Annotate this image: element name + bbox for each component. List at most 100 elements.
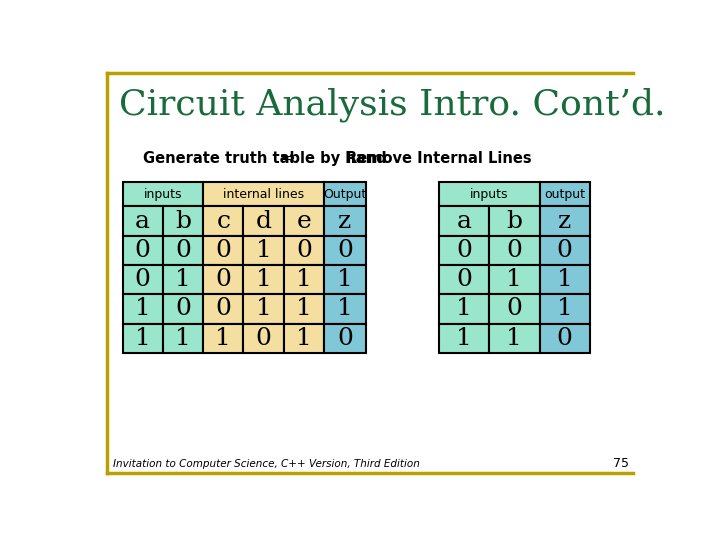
FancyBboxPatch shape <box>539 206 590 236</box>
FancyBboxPatch shape <box>203 265 243 294</box>
FancyBboxPatch shape <box>438 265 489 294</box>
Text: 1: 1 <box>506 268 522 291</box>
FancyBboxPatch shape <box>324 206 366 236</box>
Text: 1: 1 <box>256 298 271 320</box>
Text: 0: 0 <box>456 239 472 262</box>
FancyBboxPatch shape <box>243 323 284 353</box>
Text: 0: 0 <box>256 327 271 350</box>
Text: internal lines: internal lines <box>223 188 304 201</box>
FancyBboxPatch shape <box>203 182 324 206</box>
Text: b: b <box>506 210 522 233</box>
Text: 0: 0 <box>506 239 522 262</box>
FancyBboxPatch shape <box>203 294 243 323</box>
FancyBboxPatch shape <box>163 265 203 294</box>
FancyBboxPatch shape <box>539 236 590 265</box>
FancyBboxPatch shape <box>203 236 243 265</box>
FancyBboxPatch shape <box>243 265 284 294</box>
Text: 0: 0 <box>215 298 231 320</box>
FancyBboxPatch shape <box>438 236 489 265</box>
FancyBboxPatch shape <box>284 294 324 323</box>
FancyBboxPatch shape <box>489 206 539 236</box>
Text: 1: 1 <box>215 327 231 350</box>
Text: ⇒: ⇒ <box>280 150 295 168</box>
Text: Circuit Analysis Intro. Cont’d.: Circuit Analysis Intro. Cont’d. <box>119 87 665 122</box>
Text: 1: 1 <box>296 298 312 320</box>
FancyBboxPatch shape <box>324 236 366 265</box>
Text: Output: Output <box>323 188 366 201</box>
FancyBboxPatch shape <box>122 323 163 353</box>
FancyBboxPatch shape <box>539 182 590 206</box>
FancyBboxPatch shape <box>539 323 590 353</box>
Text: 1: 1 <box>135 298 150 320</box>
Text: 0: 0 <box>175 239 191 262</box>
FancyBboxPatch shape <box>203 323 243 353</box>
FancyBboxPatch shape <box>489 294 539 323</box>
Text: 1: 1 <box>296 327 312 350</box>
FancyBboxPatch shape <box>324 182 366 206</box>
FancyBboxPatch shape <box>438 294 489 323</box>
Text: c: c <box>216 210 230 233</box>
Text: output: output <box>544 188 585 201</box>
FancyBboxPatch shape <box>284 206 324 236</box>
FancyBboxPatch shape <box>324 323 366 353</box>
Text: Invitation to Computer Science, C++ Version, Third Edition: Invitation to Computer Science, C++ Vers… <box>113 458 420 469</box>
FancyBboxPatch shape <box>438 206 489 236</box>
Text: 0: 0 <box>175 298 191 320</box>
Text: 0: 0 <box>337 239 353 262</box>
Text: 0: 0 <box>557 327 572 350</box>
FancyBboxPatch shape <box>539 294 590 323</box>
Text: 0: 0 <box>215 239 231 262</box>
Text: z: z <box>558 210 571 233</box>
Text: 0: 0 <box>135 239 150 262</box>
FancyBboxPatch shape <box>489 236 539 265</box>
Text: e: e <box>297 210 311 233</box>
Text: d: d <box>256 210 271 233</box>
Text: a: a <box>456 210 472 233</box>
Text: 1: 1 <box>296 268 312 291</box>
FancyBboxPatch shape <box>122 294 163 323</box>
FancyBboxPatch shape <box>284 323 324 353</box>
Text: 1: 1 <box>256 268 271 291</box>
FancyBboxPatch shape <box>324 265 366 294</box>
FancyBboxPatch shape <box>243 294 284 323</box>
FancyBboxPatch shape <box>243 206 284 236</box>
Text: 75: 75 <box>613 457 629 470</box>
Text: 1: 1 <box>456 298 472 320</box>
Text: 1: 1 <box>256 239 271 262</box>
Text: 1: 1 <box>135 327 150 350</box>
Text: 1: 1 <box>557 298 572 320</box>
FancyBboxPatch shape <box>163 323 203 353</box>
FancyBboxPatch shape <box>284 236 324 265</box>
FancyBboxPatch shape <box>489 265 539 294</box>
Text: 0: 0 <box>296 239 312 262</box>
Text: a: a <box>135 210 150 233</box>
FancyBboxPatch shape <box>438 323 489 353</box>
Text: 1: 1 <box>506 327 522 350</box>
Text: 0: 0 <box>337 327 353 350</box>
FancyBboxPatch shape <box>122 206 163 236</box>
FancyBboxPatch shape <box>163 206 203 236</box>
FancyBboxPatch shape <box>489 323 539 353</box>
Text: 0: 0 <box>215 268 231 291</box>
FancyBboxPatch shape <box>324 294 366 323</box>
FancyBboxPatch shape <box>243 236 284 265</box>
Text: 1: 1 <box>175 327 191 350</box>
Text: 1: 1 <box>337 298 353 320</box>
FancyBboxPatch shape <box>122 236 163 265</box>
FancyBboxPatch shape <box>203 206 243 236</box>
Text: 1: 1 <box>337 268 353 291</box>
Text: Generate truth table by hand: Generate truth table by hand <box>143 151 387 166</box>
Text: 0: 0 <box>456 268 472 291</box>
Text: inputs: inputs <box>470 188 508 201</box>
FancyBboxPatch shape <box>163 236 203 265</box>
Text: 0: 0 <box>135 268 150 291</box>
Text: Remove Internal Lines: Remove Internal Lines <box>346 151 531 166</box>
Text: z: z <box>338 210 351 233</box>
FancyBboxPatch shape <box>539 265 590 294</box>
Text: 1: 1 <box>557 268 572 291</box>
Text: 1: 1 <box>456 327 472 350</box>
Text: 0: 0 <box>557 239 572 262</box>
Text: 1: 1 <box>175 268 191 291</box>
FancyBboxPatch shape <box>122 182 203 206</box>
FancyBboxPatch shape <box>122 265 163 294</box>
